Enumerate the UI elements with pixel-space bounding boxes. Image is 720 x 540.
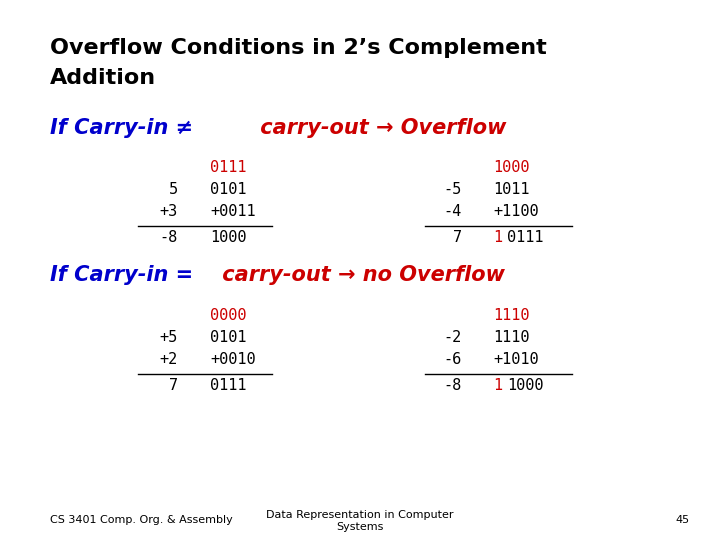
- Text: +5: +5: [160, 330, 178, 345]
- Text: 0101: 0101: [210, 182, 246, 197]
- Text: carry-out → Overflow: carry-out → Overflow: [253, 118, 506, 138]
- Text: 7: 7: [169, 378, 178, 393]
- Text: -6: -6: [444, 352, 462, 367]
- Text: 0111: 0111: [507, 230, 544, 245]
- Text: 1110: 1110: [493, 330, 529, 345]
- Text: 0111: 0111: [210, 378, 246, 393]
- Text: -2: -2: [444, 330, 462, 345]
- Text: Data Representation in Computer
Systems: Data Representation in Computer Systems: [266, 510, 454, 531]
- Text: 1000: 1000: [507, 378, 544, 393]
- Text: -5: -5: [444, 182, 462, 197]
- Text: -8: -8: [444, 378, 462, 393]
- Text: +1100: +1100: [493, 204, 539, 219]
- Text: Addition: Addition: [50, 68, 156, 88]
- Text: 1000: 1000: [493, 160, 529, 175]
- Text: If Carry-in =: If Carry-in =: [50, 265, 193, 285]
- Text: +0011: +0011: [210, 204, 256, 219]
- Text: Overflow Conditions in 2’s Complement: Overflow Conditions in 2’s Complement: [50, 38, 546, 58]
- Text: 1000: 1000: [210, 230, 246, 245]
- Text: If Carry-in ≠: If Carry-in ≠: [50, 118, 193, 138]
- Text: 1: 1: [493, 378, 502, 393]
- Text: 1011: 1011: [493, 182, 529, 197]
- Text: +2: +2: [160, 352, 178, 367]
- Text: 1: 1: [493, 230, 502, 245]
- Text: -4: -4: [444, 204, 462, 219]
- Text: +1010: +1010: [493, 352, 539, 367]
- Text: 0101: 0101: [210, 330, 246, 345]
- Text: 5: 5: [169, 182, 178, 197]
- Text: +3: +3: [160, 204, 178, 219]
- Text: carry-out → no Overflow: carry-out → no Overflow: [215, 265, 505, 285]
- Text: 45: 45: [676, 515, 690, 525]
- Text: -8: -8: [160, 230, 178, 245]
- Text: 0111: 0111: [210, 160, 246, 175]
- Text: 0000: 0000: [210, 308, 246, 323]
- Text: CS 3401 Comp. Org. & Assembly: CS 3401 Comp. Org. & Assembly: [50, 515, 233, 525]
- Text: 7: 7: [453, 230, 462, 245]
- Text: +0010: +0010: [210, 352, 256, 367]
- Text: 1110: 1110: [493, 308, 529, 323]
